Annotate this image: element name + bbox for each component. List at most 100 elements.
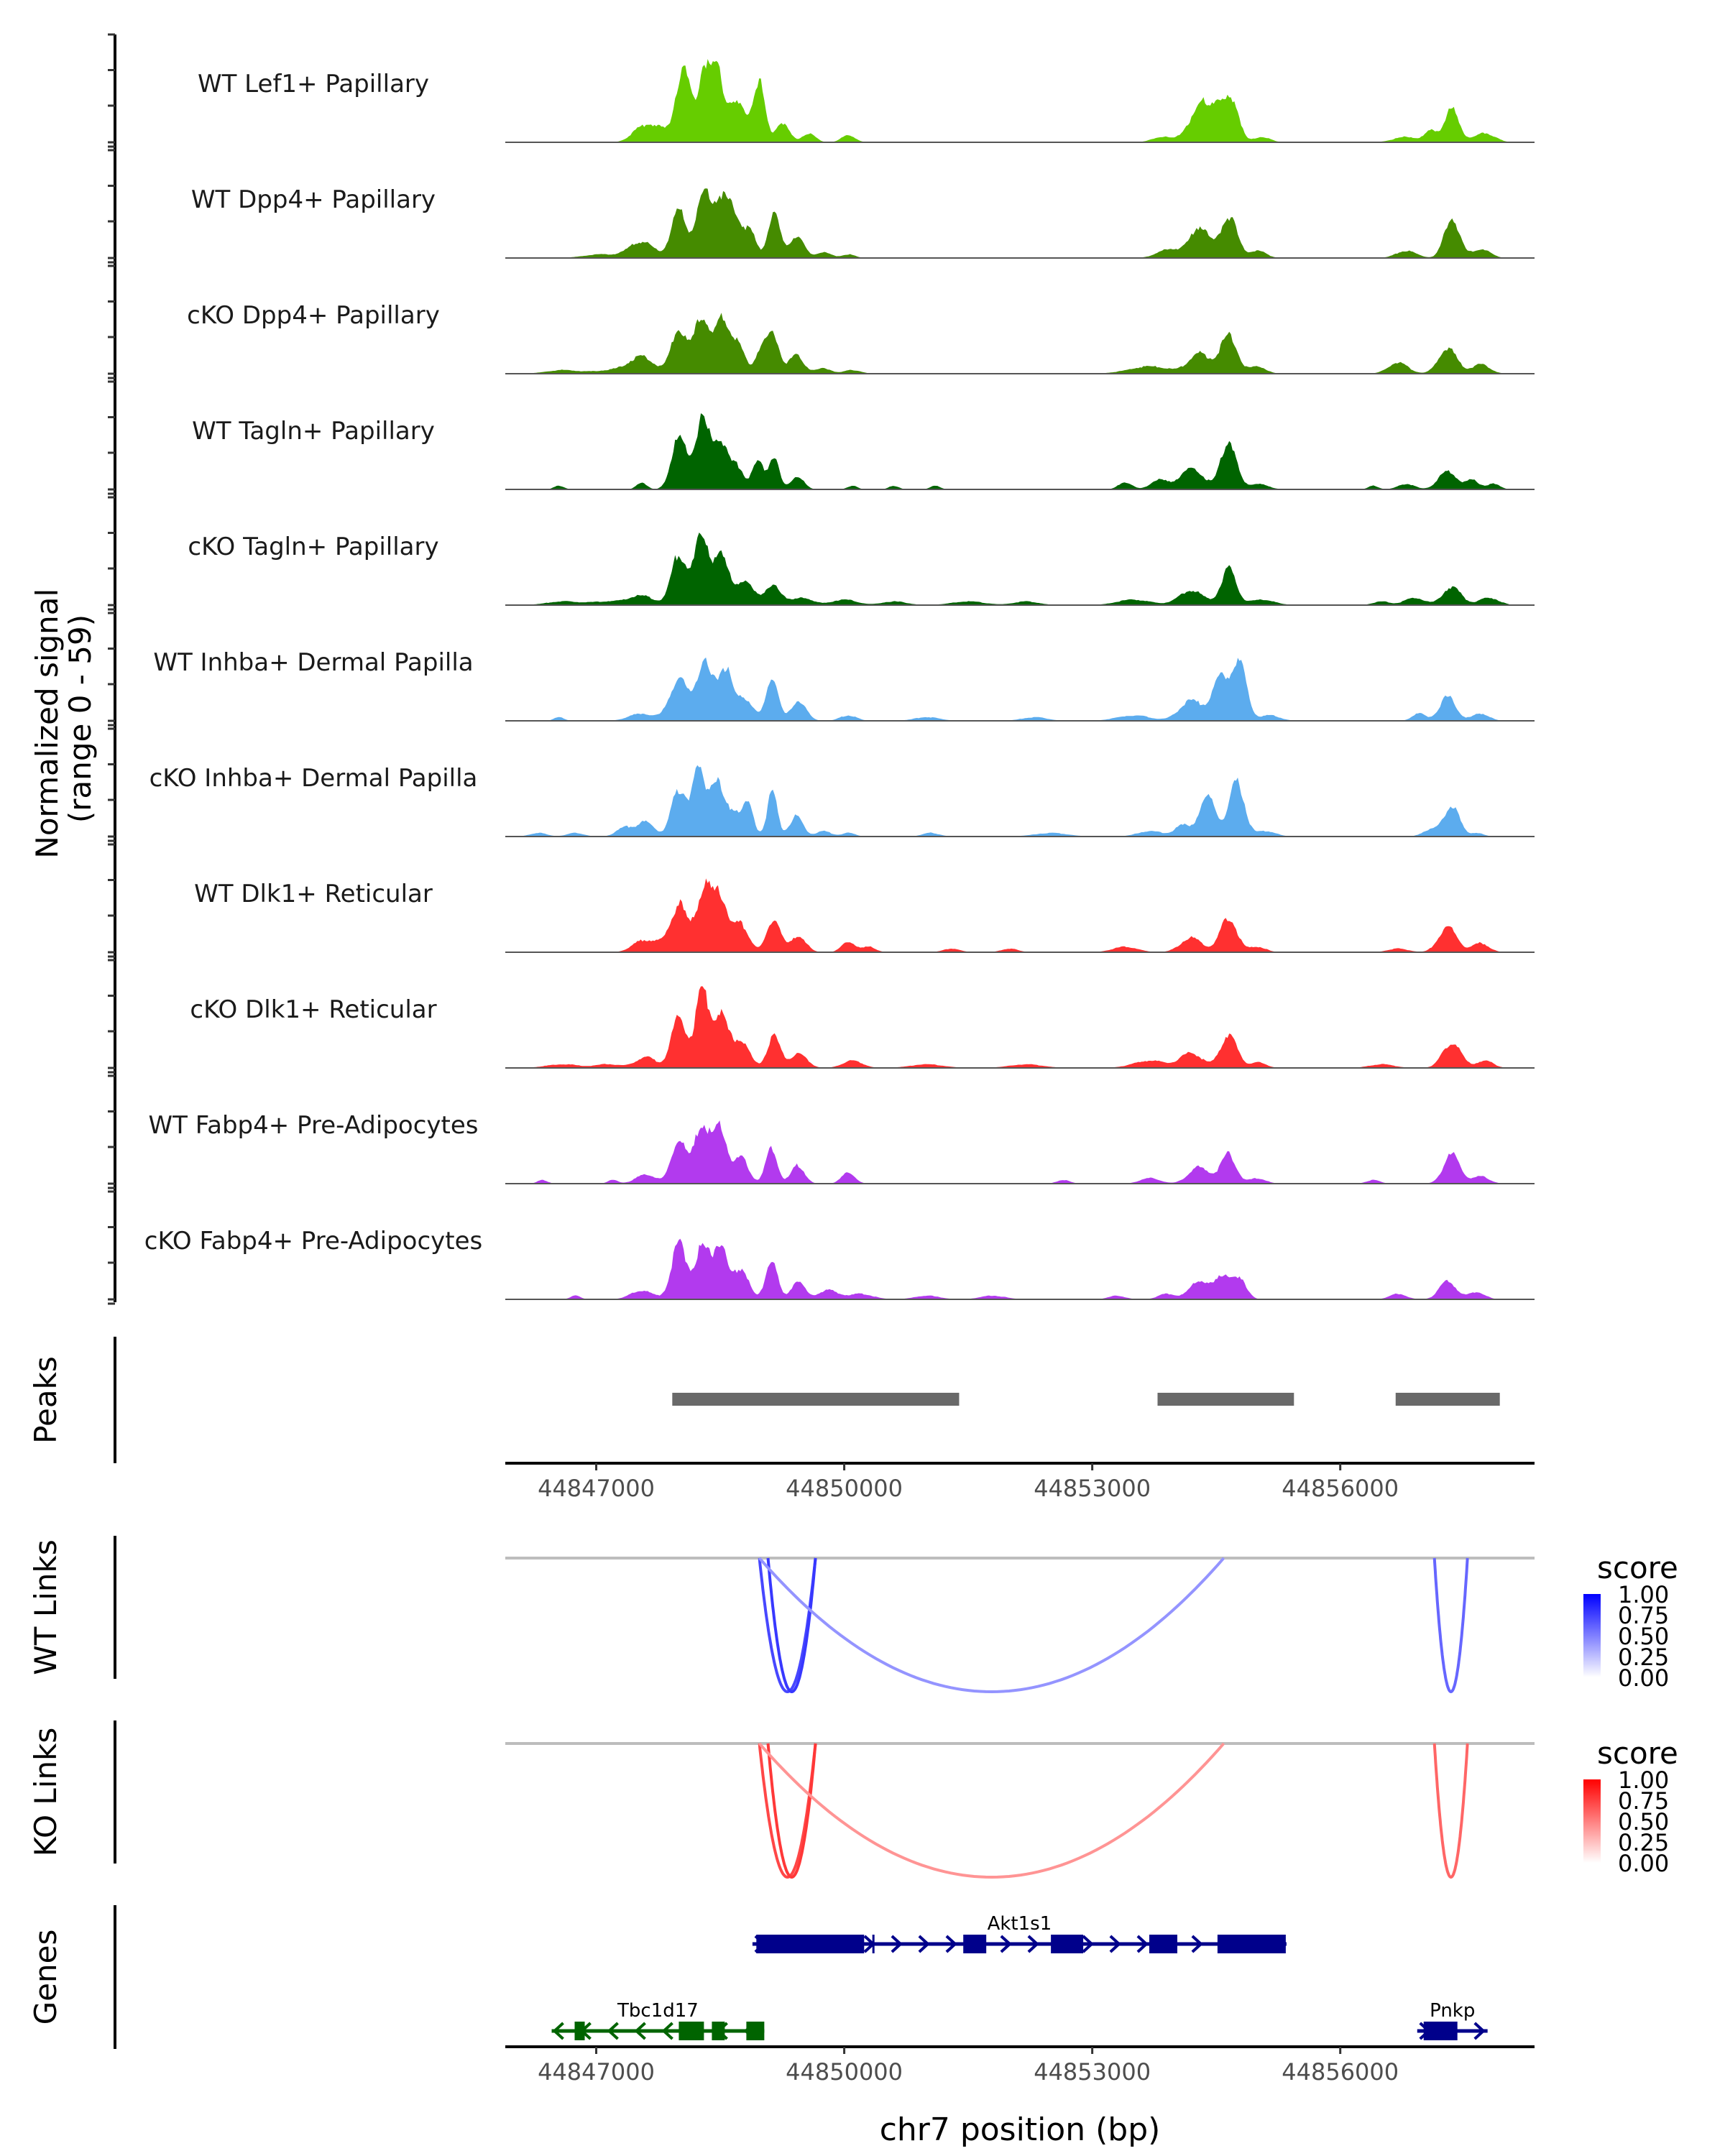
link-arc bbox=[760, 1743, 1224, 1877]
y-axis-title-line2: (range 0 - 59) bbox=[63, 614, 98, 823]
link-arc bbox=[768, 1743, 816, 1877]
coverage-area bbox=[505, 878, 1535, 952]
gene-pnkp: Pnkp bbox=[1417, 2000, 1488, 2040]
x-axis-lower: 44847000 44850000 44853000 44856000 bbox=[505, 2045, 1535, 2086]
legend-title: score bbox=[1597, 1550, 1678, 1585]
legend-colorbar bbox=[1583, 1594, 1601, 1677]
peaks-panel: Peaks bbox=[28, 1337, 1500, 1463]
legend-tick-label: 0.00 bbox=[1618, 1664, 1669, 1692]
gene-tbc1d17: Tbc1d17 bbox=[551, 2000, 765, 2040]
link-arc bbox=[768, 1558, 816, 1692]
strand-chevron bbox=[1109, 1935, 1121, 1953]
links-curves bbox=[760, 1743, 1468, 1877]
coverage-area bbox=[505, 413, 1535, 489]
x-axis-title: chr7 position (bp) bbox=[880, 2111, 1161, 2148]
x-tick-label: 44850000 bbox=[786, 1475, 903, 1502]
legend-tick-label: 1.00 bbox=[1618, 1766, 1669, 1794]
legend-tick-label: 0.50 bbox=[1618, 1623, 1669, 1650]
strand-chevron bbox=[1473, 2022, 1486, 2040]
legend-tick-label: 0.25 bbox=[1618, 1644, 1669, 1671]
coverage-area bbox=[505, 188, 1535, 258]
legend-tick-label: 0.75 bbox=[1618, 1787, 1669, 1815]
strand-chevron bbox=[1000, 1935, 1012, 1953]
legend-tick-label: 0.25 bbox=[1618, 1829, 1669, 1856]
legend-colorbar bbox=[1583, 1779, 1601, 1863]
y-axis-title-line1: Normalized signal bbox=[29, 589, 65, 859]
x-tick-label: 44847000 bbox=[538, 2058, 655, 2086]
gene-akt1s1: Akt1s1 bbox=[752, 1913, 1287, 1953]
x-tick-label: 44847000 bbox=[538, 1475, 655, 1502]
x-tick-label: 44850000 bbox=[786, 2058, 903, 2086]
track-label: WT Inhba+ Dermal Papilla bbox=[153, 648, 473, 677]
gene-exon bbox=[678, 2022, 704, 2040]
gene-exon bbox=[1149, 1935, 1177, 1953]
legend-title: score bbox=[1597, 1736, 1678, 1771]
gene-name-label: Pnkp bbox=[1430, 2000, 1475, 2022]
track-label: cKO Dlk1+ Reticular bbox=[190, 995, 436, 1024]
strand-chevron bbox=[945, 1935, 957, 1953]
legend-tick-label: 0.00 bbox=[1618, 1850, 1669, 1877]
coverage-area bbox=[505, 986, 1535, 1068]
track-label: WT Fabp4+ Pre-Adipocytes bbox=[149, 1111, 479, 1140]
gene-exon bbox=[756, 1935, 865, 1953]
link-arc bbox=[760, 1558, 1224, 1692]
link-arc bbox=[760, 1743, 816, 1877]
coverage-area bbox=[505, 1120, 1535, 1184]
x-tick-label: 44856000 bbox=[1282, 2058, 1399, 2086]
coverage-area bbox=[505, 657, 1535, 721]
track-label: WT Dlk1+ Reticular bbox=[194, 880, 433, 908]
strand-chevron bbox=[1082, 1935, 1094, 1953]
coverage-area bbox=[505, 765, 1535, 837]
legend-tick-label: 0.75 bbox=[1618, 1602, 1669, 1629]
strand-chevron bbox=[918, 1935, 930, 1953]
peak-region bbox=[1157, 1393, 1294, 1406]
strand-chevron bbox=[1027, 1935, 1039, 1953]
coverage-area bbox=[505, 59, 1535, 142]
peak-region bbox=[1395, 1393, 1500, 1406]
link-arc bbox=[1435, 1743, 1468, 1877]
track-label: WT Tagln+ Papillary bbox=[192, 417, 435, 446]
link-arc bbox=[760, 1558, 816, 1692]
gene-exon bbox=[872, 1935, 875, 1953]
links-track-title: KO Links bbox=[28, 1728, 63, 1857]
gene-exon bbox=[1217, 1935, 1286, 1953]
genes-panel: Genes Akt1s1 Tbc1d17 Pnkp bbox=[28, 1905, 1488, 2049]
gene-name-label: Akt1s1 bbox=[988, 1913, 1052, 1935]
track-label: cKO Fabp4+ Pre-Adipocytes bbox=[144, 1227, 483, 1256]
genes-track-title: Genes bbox=[28, 1930, 63, 2025]
gene-exon bbox=[1051, 1935, 1084, 1953]
strand-chevron bbox=[607, 2022, 619, 2040]
legend-tick-label: 0.50 bbox=[1618, 1808, 1669, 1835]
x-axis-upper: 44847000 44850000 44853000 44856000 bbox=[505, 1462, 1535, 1502]
gene-name-label: Tbc1d17 bbox=[617, 2000, 699, 2022]
gene-exon bbox=[1423, 2022, 1458, 2040]
track-label: WT Lef1+ Papillary bbox=[198, 70, 429, 98]
links-track-title: WT Links bbox=[28, 1539, 63, 1674]
strand-chevron bbox=[634, 2022, 646, 2040]
peaks-track-title: Peaks bbox=[28, 1356, 63, 1444]
strand-chevron bbox=[661, 2022, 673, 2040]
legend-tick-label: 1.00 bbox=[1618, 1581, 1669, 1608]
track-label: cKO Dpp4+ Papillary bbox=[187, 301, 440, 330]
coverage-panel: WT Lef1+ Papillary WT Dpp4+ Papillary cKO … bbox=[108, 33, 1535, 1305]
coverage-area bbox=[505, 313, 1535, 374]
strand-chevron bbox=[891, 1935, 903, 1953]
link-arc bbox=[1435, 1558, 1468, 1692]
track-label: cKO Tagln+ Papillary bbox=[188, 533, 438, 561]
gene-exon bbox=[712, 2022, 725, 2040]
x-tick-label: 44853000 bbox=[1034, 1475, 1151, 1502]
links-curves bbox=[760, 1558, 1468, 1692]
track-label: cKO Inhba+ Dermal Papilla bbox=[150, 764, 478, 793]
x-tick-label: 44853000 bbox=[1034, 2058, 1151, 2086]
strand-chevron bbox=[1191, 1935, 1203, 1953]
coverage-y-axis-title: Normalized signal (range 0 - 59) bbox=[29, 579, 98, 858]
coverage-area bbox=[505, 533, 1535, 605]
coverage-area bbox=[505, 1238, 1535, 1299]
gene-exon bbox=[574, 2022, 585, 2040]
strand-chevron bbox=[552, 2022, 564, 2040]
track-label: WT Dpp4+ Papillary bbox=[191, 185, 436, 214]
peak-region bbox=[672, 1393, 960, 1406]
gene-exon bbox=[963, 1935, 987, 1953]
